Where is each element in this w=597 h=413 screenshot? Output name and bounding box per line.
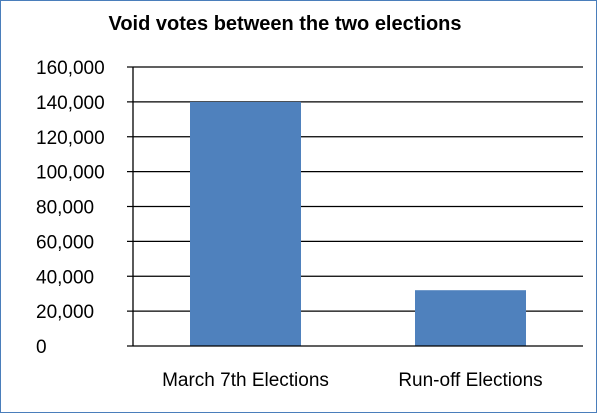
y-tick-label: 140,000	[36, 93, 105, 114]
x-axis-category-labels: March 7th Elections Run-off Elections	[162, 370, 543, 391]
bars	[190, 101, 526, 346]
bar-march-7th-elections	[190, 101, 301, 346]
x-category-label: March 7th Elections	[162, 370, 329, 391]
y-tick-label: 40,000	[36, 267, 94, 288]
y-tick-label: 160,000	[36, 58, 105, 79]
y-tick-label: 0	[36, 337, 47, 358]
y-tick-label: 120,000	[36, 128, 105, 149]
y-tick-label: 80,000	[36, 198, 94, 219]
y-tick-label: 20,000	[36, 302, 94, 323]
bar-run-off-elections	[415, 290, 526, 346]
chart-title: Void votes between the two elections	[108, 13, 461, 35]
x-category-label: Run-off Elections	[398, 370, 542, 391]
y-tick-label: 100,000	[36, 163, 105, 184]
y-tick-label: 60,000	[36, 232, 94, 253]
y-axis-tick-labels: 0 20,000 40,000 60,000 80,000 100,000 120,000 1…	[36, 58, 105, 358]
